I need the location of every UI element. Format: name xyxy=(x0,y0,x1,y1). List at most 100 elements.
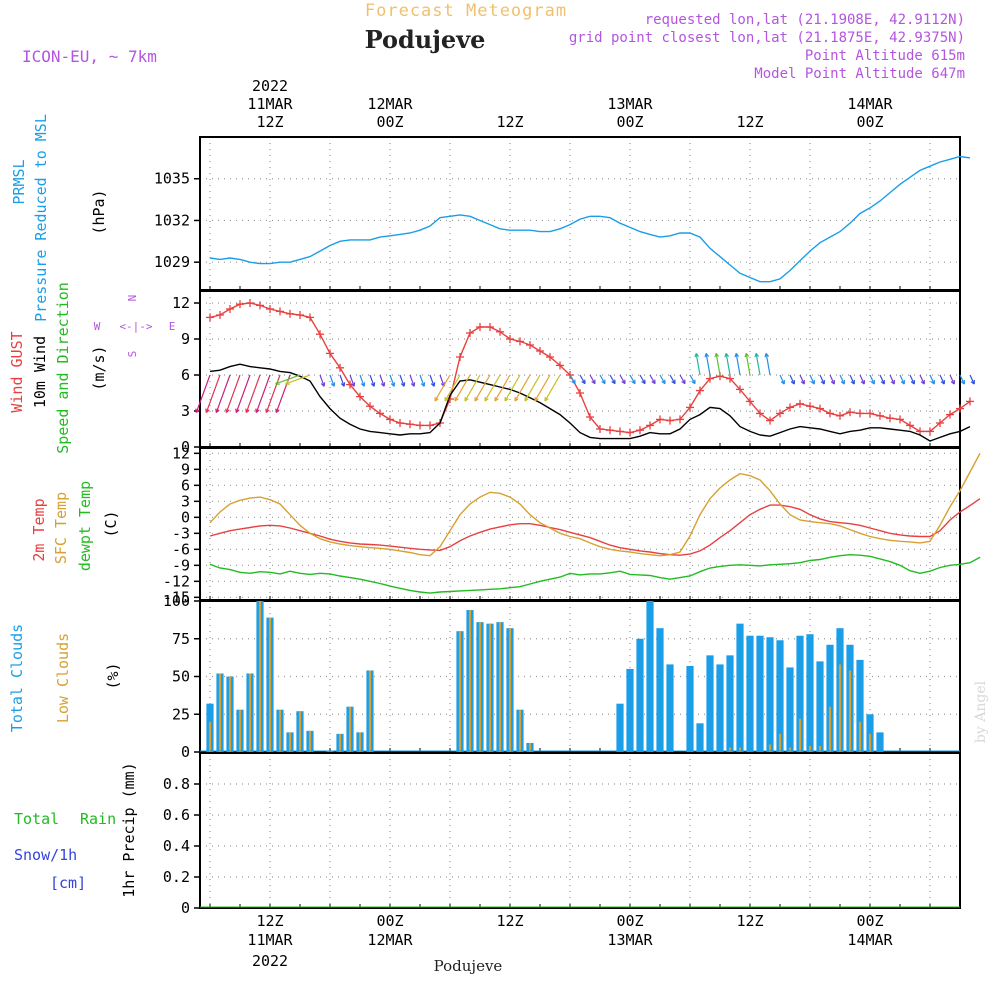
precip-y-tick-label: 0.8 xyxy=(163,775,190,793)
bottom-axis-label: 14MAR xyxy=(847,931,893,949)
clouds-total-bar xyxy=(616,704,623,752)
clouds-panel-labels: Total Clouds Low Clouds (%) xyxy=(8,624,122,732)
top-axis-label: 14MAR xyxy=(847,95,893,113)
snow-unit-label: [cm] xyxy=(50,874,86,892)
clouds-total-bar xyxy=(766,637,773,752)
precip-unit: 1hr Precip (mm) xyxy=(120,762,138,897)
compass-west: W xyxy=(94,320,101,333)
bottom-axis-label: 12Z xyxy=(256,912,283,930)
location-title: Podujeve xyxy=(365,25,486,54)
wind-y-tick-label: 6 xyxy=(181,366,190,384)
point-altitude: Point Altitude 615m xyxy=(805,48,965,64)
wind-y-tick-label: 12 xyxy=(172,294,190,312)
t2m-label: 2m Temp xyxy=(30,498,48,561)
clouds-total-bar xyxy=(686,666,693,752)
pressure-unit: (hPa) xyxy=(90,189,108,234)
low-clouds-bar xyxy=(279,710,281,752)
panels: 102910321035036912-15-12-9-6-30369120255… xyxy=(154,137,980,917)
precip-y-tick-label: 0.2 xyxy=(163,868,190,886)
requested-coordinates: requested lon,lat (21.1908E, 42.9112N) xyxy=(645,12,965,28)
credit-watermark: by Angel xyxy=(973,680,989,743)
low-clouds-bar xyxy=(219,673,221,752)
low-clouds-bar xyxy=(309,731,311,752)
temperature-y-tick-label: -3 xyxy=(172,524,190,542)
low-clouds-bar xyxy=(299,711,301,752)
wind-arrow-head xyxy=(735,353,736,357)
low-clouds-bar xyxy=(499,622,501,752)
compass-arrow: <-|-> xyxy=(119,320,152,333)
clouds-total-bar xyxy=(636,639,643,752)
clouds-y-tick-label: 25 xyxy=(172,705,190,723)
top-axis-label: 12Z xyxy=(496,113,523,131)
pressure-y-tick-label: 1032 xyxy=(154,211,190,229)
clouds-total-bar xyxy=(786,667,793,752)
low-clouds-bar xyxy=(289,732,291,752)
low-clouds-bar xyxy=(349,707,351,752)
low-clouds-bar xyxy=(849,670,851,752)
low-clouds-bar xyxy=(459,631,461,752)
low-clouds-bar xyxy=(799,719,801,752)
low-clouds-bar xyxy=(209,722,211,752)
clouds-y-tick-label: 50 xyxy=(172,668,190,686)
pressure-y-tick-label: 1035 xyxy=(154,170,190,188)
wind-arrow-head xyxy=(765,353,766,357)
clouds-total-bar xyxy=(706,655,713,752)
low-clouds-bar xyxy=(869,734,871,752)
pressure-frame xyxy=(200,137,960,290)
rain-label: Rain xyxy=(80,810,116,828)
bottom-axis-label: 12Z xyxy=(736,912,763,930)
clouds-total-bar xyxy=(726,655,733,752)
bottom-axis-label: 11MAR xyxy=(247,931,293,949)
precip-frame xyxy=(200,753,960,908)
clouds-total-bar xyxy=(756,636,763,752)
top-axis-label: 00Z xyxy=(616,113,643,131)
gridpoint-coordinates: grid point closest lon,lat (21.1875E, 42… xyxy=(569,30,965,46)
temperature-y-tick-label: 3 xyxy=(181,492,190,510)
clouds-y-tick-label: 0 xyxy=(181,743,190,761)
clouds-total-bar xyxy=(746,636,753,752)
dewpt-label: dewpt Temp xyxy=(76,481,94,571)
low-clouds-bar xyxy=(259,601,261,752)
low-clouds-bar xyxy=(489,624,491,752)
pressure-label-1: PRMSL xyxy=(10,159,28,204)
top-axis-label: 12Z xyxy=(736,113,763,131)
precip-panel: 00.20.40.60.8 xyxy=(163,753,960,917)
low-clouds-bar xyxy=(829,707,831,752)
sfc-temp-line xyxy=(210,453,980,555)
bottom-axis-label: 12MAR xyxy=(367,931,413,949)
wind-arrow-head xyxy=(705,353,706,357)
compass-south: S xyxy=(126,351,139,358)
wind-arrow-head xyxy=(725,353,726,357)
precip-panel-labels: Total Rain Snow/1h [cm] 1hr Precip (mm) xyxy=(14,762,138,897)
precip-y-tick-label: 0.6 xyxy=(163,806,190,824)
top-axis-label: 12Z xyxy=(256,113,283,131)
clouds-total-bar xyxy=(716,664,723,752)
wind-frame xyxy=(200,291,960,447)
low-clouds-bar xyxy=(859,722,861,752)
top-axis-label: 00Z xyxy=(376,113,403,131)
bottom-axis-label: 00Z xyxy=(856,912,883,930)
clouds-total-bar xyxy=(736,624,743,752)
footer-location: Podujeve xyxy=(434,957,503,975)
low-clouds-bar xyxy=(509,628,511,752)
wind-speed-label: 10m Wind xyxy=(31,336,49,408)
low-clouds-bar xyxy=(269,618,271,752)
clouds-total-bar xyxy=(626,669,633,752)
pressure-label-2: Pressure Reduced to MSL xyxy=(32,114,50,322)
bottom-axis-label: 00Z xyxy=(616,912,643,930)
product-title: Forecast Meteogram xyxy=(365,1,567,21)
total-clouds-label: Total Clouds xyxy=(8,624,26,732)
clouds-total-bar xyxy=(816,661,823,752)
compass-east: E xyxy=(169,320,176,333)
temperature-panel-labels: 2m Temp SFC Temp dewpt Temp (C) xyxy=(30,481,120,571)
low-clouds-label: Low Clouds xyxy=(54,633,72,723)
clouds-total-bar xyxy=(806,634,813,752)
top-axis-label: 00Z xyxy=(856,113,883,131)
wind-arrow-head xyxy=(755,353,756,357)
dewpt-temp-line xyxy=(210,555,980,593)
top-axis-label: 12MAR xyxy=(367,95,413,113)
